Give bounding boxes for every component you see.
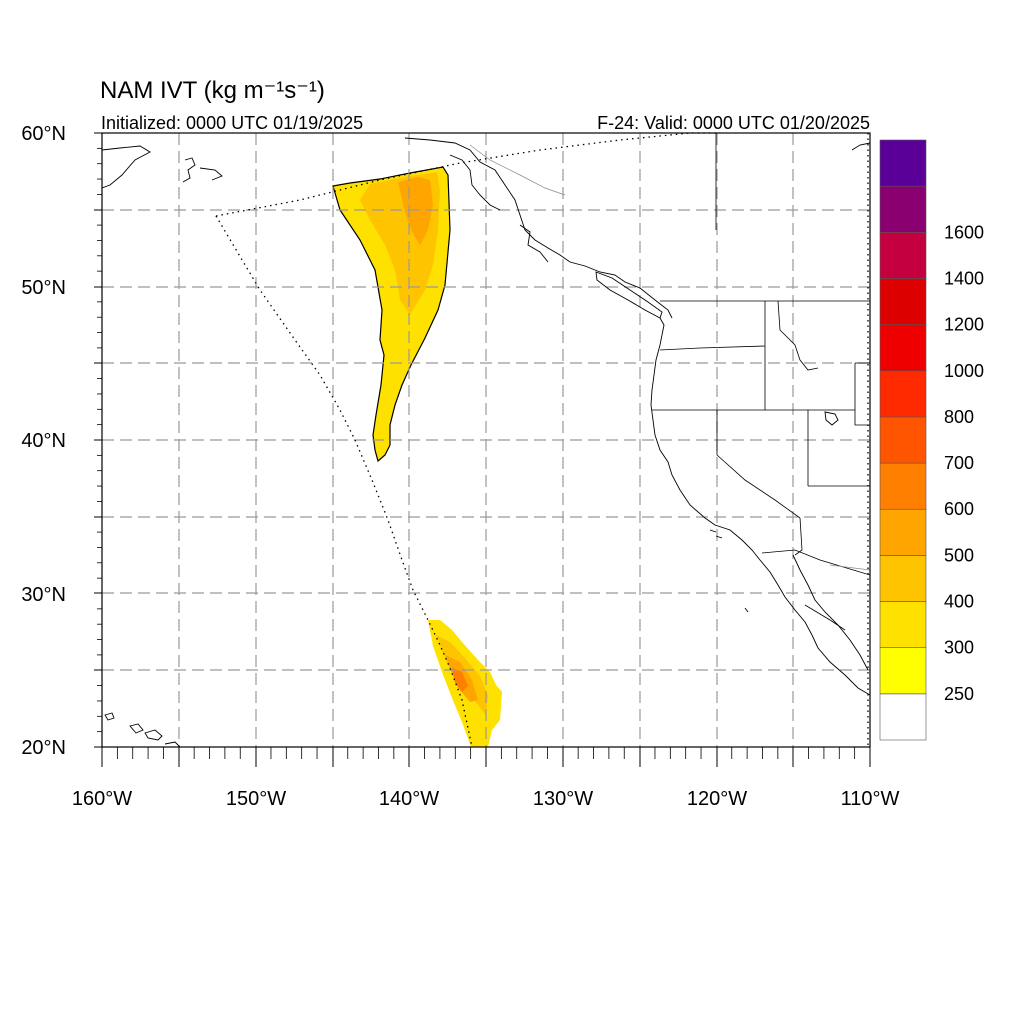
colorbar-label: 400 <box>944 592 974 612</box>
lat-label-30: 30°N <box>21 584 66 606</box>
lon-label-110: 110°W <box>841 788 900 810</box>
lon-label-120: 120°W <box>687 788 747 810</box>
lat-label-60: 60°N <box>21 123 66 145</box>
colorbar-label: 700 <box>944 453 974 473</box>
coastlines <box>102 137 870 747</box>
graticule <box>102 133 870 747</box>
colorbar-swatch <box>879 185 927 233</box>
colorbar-label: 500 <box>944 545 974 565</box>
colorbar-label: 1200 <box>944 315 984 335</box>
lon-label-130: 130°W <box>533 788 593 810</box>
lon-label-160: 160°W <box>72 788 132 810</box>
colorbar-swatch <box>879 555 927 602</box>
tick-marks <box>94 132 871 767</box>
colorbar-swatch <box>879 139 927 187</box>
lon-label-150: 150°W <box>226 788 286 810</box>
colorbar-label: 600 <box>944 499 974 519</box>
lat-labels: 20°N 30°N 40°N 50°N 60°N <box>21 123 66 759</box>
colorbar-swatch <box>879 508 927 556</box>
secondary-borders <box>469 144 870 571</box>
lat-label-20: 20°N <box>21 737 66 759</box>
colorbar-swatch <box>879 647 927 695</box>
colorbar-label: 800 <box>944 407 974 427</box>
colorbar-swatch <box>879 693 927 741</box>
lon-labels: 160°W 150°W 140°W 130°W 120°W 110°W <box>72 788 900 810</box>
colorbar-swatch <box>879 601 927 648</box>
political-borders <box>652 133 870 631</box>
colorbar-label: 1000 <box>944 361 984 381</box>
nam-domain-boundary <box>215 132 720 748</box>
lon-label-140: 140°W <box>379 788 439 810</box>
colorbar-swatch <box>879 370 927 418</box>
ivt-shading <box>332 166 502 747</box>
colorbar: 250 300 400 500 600 700 800 1000 1200 1400 1600 <box>879 139 984 741</box>
colorbar-label: 1400 <box>944 268 984 288</box>
lat-label-40: 40°N <box>21 430 66 452</box>
lat-label-50: 50°N <box>21 277 66 299</box>
colorbar-swatch <box>879 462 927 510</box>
minor-tick-marks <box>97 147 856 759</box>
initialized-label: Initialized: 0000 UTC 01/19/2025 <box>101 113 363 133</box>
colorbar-swatch <box>879 278 927 325</box>
colorbar-swatch <box>879 324 927 372</box>
colorbar-label: 250 <box>944 684 974 704</box>
colorbar-swatch <box>879 232 927 279</box>
map-title: NAM IVT (kg m⁻¹s⁻¹) <box>100 77 325 104</box>
ivt-region-north-max <box>398 177 433 245</box>
colorbar-swatch <box>879 416 927 464</box>
colorbar-label: 1600 <box>944 222 984 242</box>
valid-label: F-24: Valid: 0000 UTC 01/20/2025 <box>597 113 870 133</box>
colorbar-label: 300 <box>944 638 974 658</box>
ivt-region-south-max <box>452 668 468 692</box>
